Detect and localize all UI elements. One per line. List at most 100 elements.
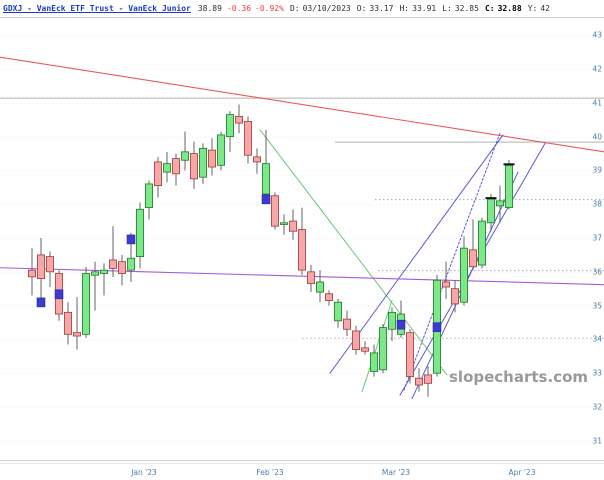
candle[interactable] [135, 202, 144, 269]
candle[interactable] [333, 298, 342, 328]
candle-body [387, 311, 396, 330]
candle[interactable] [405, 329, 414, 384]
candle[interactable] [387, 307, 396, 342]
candle-body [118, 261, 127, 274]
candle[interactable] [64, 302, 73, 345]
candle[interactable] [342, 310, 351, 337]
x-axis-tick: Mar '23 [381, 468, 411, 477]
y-axis-tick: 35 [592, 301, 602, 311]
candle[interactable] [468, 219, 477, 271]
candle[interactable] [82, 266, 91, 338]
candle[interactable] [495, 185, 504, 223]
high-label: H: [399, 3, 410, 13]
candle-body [378, 327, 387, 371]
candle[interactable] [91, 261, 100, 311]
candle-body [324, 293, 333, 301]
candle[interactable] [306, 265, 315, 293]
candle[interactable] [503, 160, 515, 210]
candle[interactable] [432, 275, 442, 377]
candle[interactable] [27, 248, 36, 296]
candle-body [414, 377, 423, 386]
candle-body [333, 301, 342, 322]
candle[interactable] [144, 180, 153, 220]
candle[interactable] [162, 151, 171, 183]
candle[interactable] [126, 232, 136, 282]
candle[interactable] [396, 300, 406, 338]
candle-body [82, 273, 91, 335]
candle-body [46, 256, 55, 273]
candle-body [423, 374, 432, 384]
candle[interactable] [100, 263, 109, 296]
candle[interactable] [73, 297, 82, 350]
candle[interactable] [189, 141, 198, 189]
y-axis-tick: 40 [592, 132, 602, 142]
trendline-green-uptrend[interactable] [361, 300, 393, 393]
candle[interactable] [360, 341, 369, 355]
last-price: 38.89 [197, 3, 222, 13]
symbol-title[interactable]: GDXJ - VanEck ETF Trust - VanEck Junior [3, 3, 191, 13]
quote-header: GDXJ - VanEck ETF Trust - VanEck Junior … [0, 0, 604, 16]
candle-body [486, 198, 495, 224]
candle[interactable] [243, 116, 252, 164]
candle[interactable] [118, 254, 127, 286]
candle[interactable] [234, 104, 243, 134]
candle[interactable] [153, 156, 162, 198]
y-axis-tick: 41 [592, 98, 602, 108]
candle[interactable] [477, 217, 486, 269]
y-axis-tick: 38 [592, 199, 602, 209]
candle[interactable] [270, 192, 279, 230]
candle[interactable] [198, 143, 207, 184]
candle-body [216, 134, 225, 166]
candle-body [459, 247, 468, 303]
candle-body [306, 271, 315, 285]
candle-body [360, 347, 369, 352]
candle[interactable] [459, 236, 468, 306]
price-chart-plot[interactable]: 43 42 41 40 39 38 37 36 35 34 33 32 31 Jan '23 Feb '2… [0, 16, 604, 480]
candle[interactable] [54, 270, 64, 321]
y-value: 42 [540, 3, 550, 13]
candle[interactable] [351, 325, 360, 355]
candle[interactable] [450, 280, 459, 313]
candle[interactable] [171, 153, 180, 186]
candle[interactable] [369, 344, 378, 377]
candle[interactable] [485, 194, 497, 232]
candle-marker-square [54, 289, 64, 300]
trendline-blue-channel-mid[interactable] [403, 132, 501, 391]
open-label: O: [356, 3, 367, 13]
y-axis-tick: 31 [592, 436, 602, 446]
candle[interactable] [423, 366, 432, 397]
candle[interactable] [261, 129, 271, 205]
candle[interactable] [315, 270, 324, 303]
candle[interactable] [36, 238, 46, 308]
candle[interactable] [324, 290, 333, 306]
y-axis-tick: 36 [592, 267, 602, 277]
candle[interactable] [288, 209, 297, 240]
candle-body [252, 156, 261, 163]
candle-body [495, 200, 504, 207]
candle-body [315, 281, 324, 293]
candle-body [171, 158, 180, 175]
candle[interactable] [109, 226, 118, 277]
trendline-red-downtrend[interactable] [0, 56, 604, 153]
y-axis-tick: 43 [592, 30, 602, 40]
candle[interactable] [414, 368, 423, 392]
candle[interactable] [378, 324, 387, 374]
candle[interactable] [216, 131, 225, 171]
candle-body [288, 220, 297, 232]
trendline-green-downtrend[interactable] [259, 129, 448, 376]
candle[interactable] [297, 207, 306, 276]
candle[interactable] [225, 111, 234, 152]
candle-body [270, 195, 279, 227]
candle[interactable] [252, 148, 261, 174]
candle[interactable] [441, 261, 450, 299]
candle[interactable] [207, 138, 216, 176]
candle-body [504, 164, 513, 208]
x-axis-tick: Feb '23 [256, 468, 284, 477]
candle[interactable] [279, 214, 288, 235]
y-axis-tick: 42 [592, 64, 602, 74]
x-axis-tick: Jan '23 [131, 468, 157, 477]
candle[interactable] [46, 251, 55, 288]
candle[interactable] [180, 131, 189, 171]
candle-body [64, 311, 73, 335]
